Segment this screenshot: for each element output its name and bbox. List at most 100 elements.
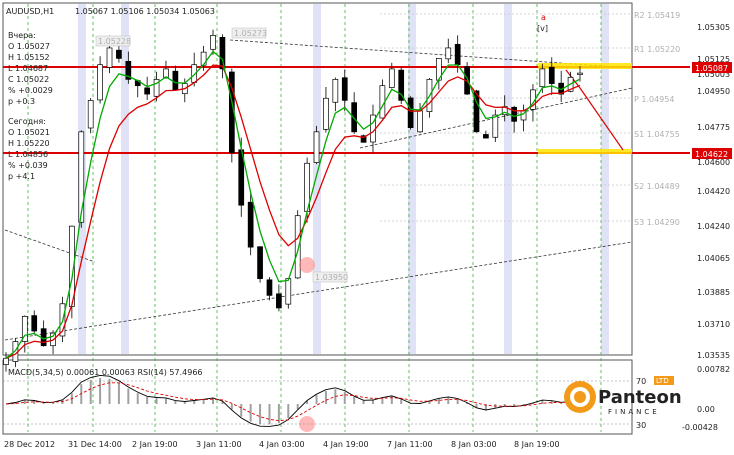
candle-body xyxy=(21,316,28,342)
candle-body xyxy=(31,315,38,332)
candle-body xyxy=(153,79,160,97)
indicator-tick: 0.00 xyxy=(697,405,715,414)
candle-body xyxy=(116,49,122,59)
point-label-low: 1.03950 xyxy=(315,273,348,282)
time-tick: 7 Jan 11:00 xyxy=(387,440,433,449)
yesterday-open: O 1.05027 xyxy=(8,42,50,51)
level-s1: S1 1.04755 xyxy=(634,130,680,139)
low-marker xyxy=(299,257,315,273)
candle-body xyxy=(548,66,555,84)
today-pct: % +0.039 xyxy=(8,161,48,170)
candle-body xyxy=(125,60,132,80)
price-axis: 1.05305 1.05125 1.05003 1.04950 1.04775 … xyxy=(697,23,730,360)
today-pips: p +4.1 xyxy=(8,172,35,181)
yesterday-pips: p +0.3 xyxy=(8,97,35,106)
candle-body xyxy=(445,47,452,60)
candle-body xyxy=(219,36,226,70)
indicator-label: MACD(5,34,5) 0.00061 0.00063 RSI(14) 57.… xyxy=(8,368,203,377)
wave-letter: a xyxy=(541,13,546,22)
brand-badge: LTD xyxy=(656,377,669,385)
candle-body xyxy=(417,110,423,133)
candle-body xyxy=(210,35,216,50)
price-tick: 1.05125 xyxy=(697,55,730,64)
indicator-tick: 0.00782 xyxy=(697,365,730,374)
candle-body xyxy=(247,201,254,248)
candlesticks xyxy=(3,29,583,372)
candle-body xyxy=(332,79,339,103)
level-s3: S3 1.04290 xyxy=(634,218,680,227)
today-low: L 1.04856 xyxy=(8,150,48,159)
candle-body xyxy=(483,134,489,139)
price-tick: 1.03885 xyxy=(697,288,730,297)
candle-body xyxy=(577,72,583,75)
rsi-level-30: 30 xyxy=(636,421,646,430)
price-tick: 1.04950 xyxy=(697,87,730,96)
today-open: O 1.05021 xyxy=(8,128,50,137)
brand-sub: FINANCE xyxy=(608,408,660,416)
candle-body xyxy=(257,246,263,279)
session-band xyxy=(121,4,129,354)
brand-logo: LTD Panteon FINANCE xyxy=(564,376,682,416)
support-price-tag xyxy=(692,148,732,159)
level-p: P 1.04954 xyxy=(634,95,674,104)
point-label-high2: 1.05273 xyxy=(234,29,267,38)
level-s2: S2 1.04489 xyxy=(634,182,680,191)
point-labels: 1.05228 1.05273 1.03950 xyxy=(95,27,348,283)
candle-body xyxy=(360,135,367,143)
candle-body xyxy=(97,64,103,101)
rsi-level-70: 70 xyxy=(636,377,646,386)
candle-body xyxy=(454,43,461,66)
yesterday-pct: % +0.0029 xyxy=(8,86,53,95)
ema-slow-line xyxy=(5,64,581,359)
candle-body xyxy=(294,215,301,279)
time-tick: 8 Jan 19:00 xyxy=(514,440,560,449)
macd-main-line xyxy=(5,374,581,427)
candle-body xyxy=(511,106,517,122)
candle-body xyxy=(398,69,405,101)
candle-body xyxy=(473,90,480,133)
time-tick: 3 Jan 11:00 xyxy=(196,440,242,449)
candle-body xyxy=(341,77,348,101)
price-tick: 1.05003 xyxy=(697,70,730,79)
price-tick: 1.04600 xyxy=(697,158,730,167)
pivot-labels: R2 1.05419 R1 1.05220 P 1.04954 S1 1.047… xyxy=(634,11,680,227)
candle-body xyxy=(388,68,395,88)
wave-label: [v] xyxy=(537,24,548,33)
symbol-label: AUDUSD,H1 xyxy=(6,7,54,16)
today-title: Сегодня: xyxy=(8,117,46,126)
price-tick: 1.05305 xyxy=(697,23,730,32)
time-tick: 4 Jan 03:00 xyxy=(259,440,305,449)
price-tick: 1.03710 xyxy=(697,320,730,329)
time-tick: 4 Jan 19:00 xyxy=(323,440,369,449)
ohlc-readout: 1.05067 1.05106 1.05034 1.05063 xyxy=(75,7,215,16)
candle-body xyxy=(276,293,282,309)
level-r1: R1 1.05220 xyxy=(634,45,680,54)
time-tick: 28 Dec 2012 xyxy=(4,440,55,449)
candle-body xyxy=(351,102,358,133)
candle-body xyxy=(323,97,329,130)
candle-body xyxy=(285,278,292,305)
time-tick: 2 Jan 19:00 xyxy=(132,440,178,449)
brand-name: Panteon xyxy=(598,387,682,408)
yesterday-high: H 1.05152 xyxy=(8,53,50,62)
price-tick: 1.04775 xyxy=(697,123,730,132)
candle-body xyxy=(492,114,499,138)
support-price-tag-text: 1.04622 xyxy=(695,150,728,159)
session-band xyxy=(313,4,321,354)
candle-body xyxy=(144,87,150,95)
level-r2: R2 1.05419 xyxy=(634,11,680,20)
candle-body xyxy=(539,68,546,87)
time-tick: 31 Dec 14:00 xyxy=(68,440,122,449)
day-separators xyxy=(27,4,602,432)
candle-body xyxy=(172,70,179,91)
candle-body xyxy=(266,279,273,296)
time-tick: 8 Jan 03:00 xyxy=(451,440,497,449)
price-tick: 1.04420 xyxy=(697,187,730,196)
yesterday-low: L 1.04687 xyxy=(8,64,48,73)
ema-fast-line xyxy=(5,50,581,359)
macd-signal-line xyxy=(5,382,581,422)
session-band xyxy=(504,4,512,354)
point-label-high1: 1.05228 xyxy=(98,37,131,46)
